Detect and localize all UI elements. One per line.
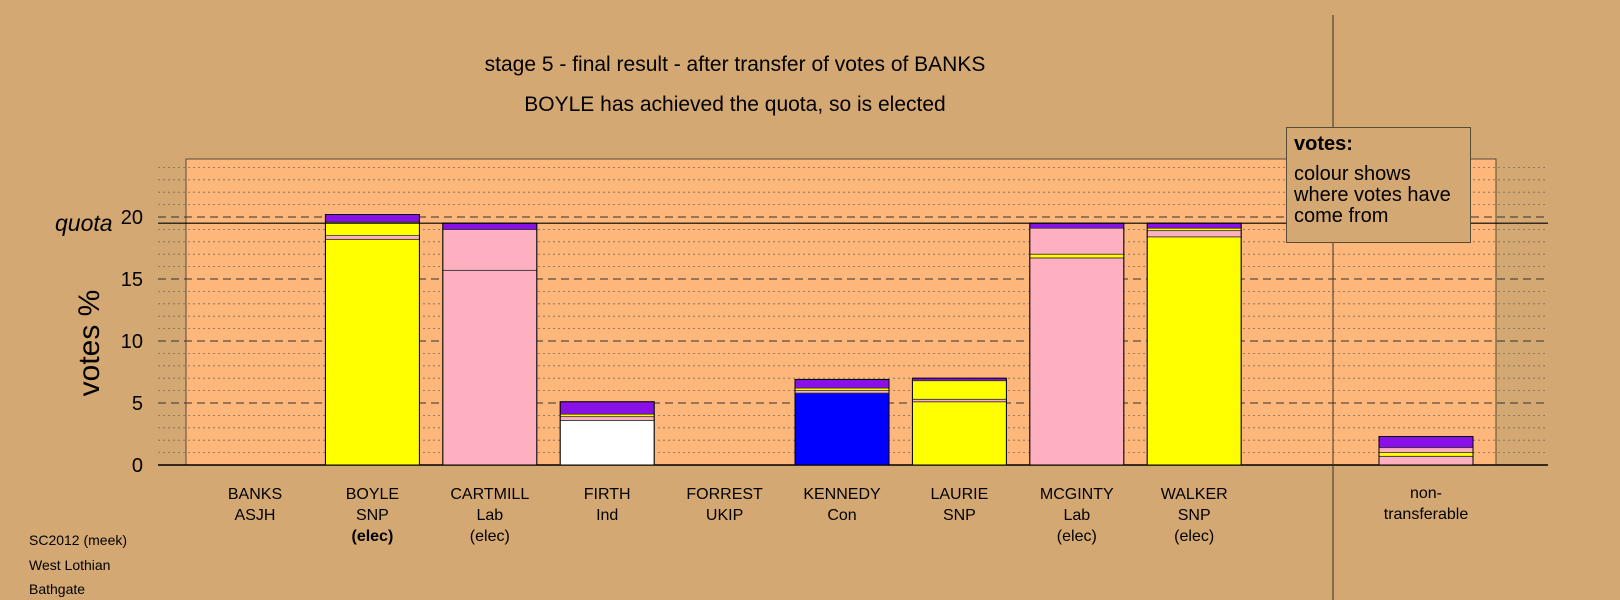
- bar-laurie-segment-snp: [912, 401, 1007, 466]
- bar-cartmill-segment-lab: [442, 228, 538, 271]
- candidate-name: BANKS: [227, 486, 283, 503]
- bar-firth-segment-other: [559, 401, 655, 415]
- non-transferable-label-line: transferable: [1383, 506, 1469, 523]
- footer-council: West Lothian: [29, 557, 111, 573]
- non-transferable-label: non-transferable: [1366, 483, 1486, 525]
- y-tick-label: 10: [121, 331, 143, 353]
- candidate-label-laurie: LAURIE SNP: [899, 484, 1019, 526]
- bar-kennedy-segment-other: [794, 379, 890, 389]
- candidate-name: MCGINTY: [1039, 486, 1114, 503]
- bar-non-transferable-segment-snp: [1378, 452, 1474, 457]
- candidate-name: KENNEDY: [803, 486, 881, 503]
- candidate-status: (elec): [351, 528, 394, 545]
- candidate-party: Lab: [476, 507, 504, 524]
- candidate-name: WALKER: [1160, 486, 1228, 503]
- legend-text: colour shows where votes have come from: [1294, 163, 1451, 227]
- candidate-party: Ind: [596, 507, 619, 524]
- candidate-name: FIRTH: [583, 486, 631, 503]
- y-tick-label: 20: [121, 207, 143, 229]
- footer-election: SC2012 (meek): [29, 532, 128, 548]
- legend-title: votes:: [1294, 133, 1353, 155]
- bar-cartmill-segment-lab: [442, 269, 538, 466]
- chart-title: stage 5 - final result - after transfer …: [484, 53, 986, 76]
- non-transferable-label-line: non-: [1409, 485, 1443, 502]
- candidate-party: ASJH: [234, 507, 276, 524]
- bar-walker-segment-snp: [1146, 236, 1242, 466]
- candidate-party: SNP: [355, 507, 389, 524]
- y-axis-label: votes %: [73, 290, 106, 397]
- candidate-label-mcginty: MCGINTY Lab (elec): [1017, 484, 1137, 547]
- candidate-party: SNP: [942, 507, 976, 524]
- bar-boyle-segment-other: [324, 214, 420, 223]
- bar-boyle-segment-snp: [324, 238, 420, 466]
- bar-boyle-outline: [324, 214, 420, 466]
- candidate-label-boyle: BOYLE SNP (elec): [312, 484, 432, 547]
- bar-non-transferable-outline: [1378, 435, 1474, 466]
- quota-label: quota: [55, 210, 113, 236]
- candidate-status: (elec): [1056, 528, 1097, 545]
- legend-box: votes: colour shows where votes have com…: [1286, 127, 1471, 243]
- candidate-party: Lab: [1063, 507, 1091, 524]
- y-tick-label: 5: [132, 393, 143, 415]
- bar-kennedy-outline: [794, 378, 890, 466]
- bar-kennedy-segment-con: [794, 392, 890, 466]
- bar-boyle-segment-snp: [324, 221, 420, 237]
- candidate-name: LAURIE: [930, 486, 989, 503]
- bar-firth-segment-lab: [559, 416, 655, 421]
- candidate-name: BOYLE: [345, 486, 400, 503]
- candidate-label-walker: WALKER SNP (elec): [1134, 484, 1254, 547]
- candidate-label-banks: BANKS ASJH: [195, 484, 315, 526]
- candidate-label-forrest: FORREST UKIP: [665, 484, 785, 526]
- bar-boyle-segment-lab: [324, 235, 420, 240]
- candidate-party: SNP: [1177, 507, 1211, 524]
- candidate-label-kennedy: KENNEDY Con: [782, 484, 902, 526]
- chart-subtitle: BOYLE has achieved the quota, so is elec…: [524, 93, 946, 116]
- bar-walker-segment-lab: [1146, 230, 1242, 238]
- candidate-status: (elec): [1174, 528, 1215, 545]
- bar-firth-outline: [559, 401, 655, 466]
- bar-mcginty-segment-other: [1029, 222, 1125, 229]
- candidate-name: CARTMILL: [450, 486, 530, 503]
- bar-laurie-outline: [911, 377, 1007, 466]
- y-tick-label: 0: [132, 455, 143, 477]
- candidate-name: FORREST: [686, 486, 763, 503]
- footer-ward: Bathgate: [29, 581, 86, 597]
- bar-walker-segment-other: [1146, 222, 1242, 229]
- candidate-party: Con: [827, 507, 857, 524]
- bar-mcginty-segment-snp: [1029, 253, 1125, 259]
- bar-mcginty-segment-lab: [1029, 227, 1125, 255]
- y-tick-label: 15: [121, 269, 143, 291]
- bar-non-transferable-segment-lab: [1378, 447, 1474, 454]
- bar-non-transferable-segment-other: [1378, 436, 1474, 449]
- bar-cartmill-segment-other: [442, 222, 538, 230]
- bar-laurie-segment-snp: [912, 380, 1007, 400]
- candidate-label-firth: FIRTH Ind: [547, 484, 667, 526]
- candidate-party: UKIP: [705, 507, 744, 524]
- bar-non-transferable-segment-lab: [1378, 455, 1474, 466]
- bar-mcginty-segment-lab: [1029, 257, 1125, 466]
- bar-firth-segment-ind: [559, 419, 655, 466]
- candidate-status: (elec): [469, 528, 510, 545]
- candidate-label-cartmill: CARTMILL Lab (elec): [430, 484, 550, 547]
